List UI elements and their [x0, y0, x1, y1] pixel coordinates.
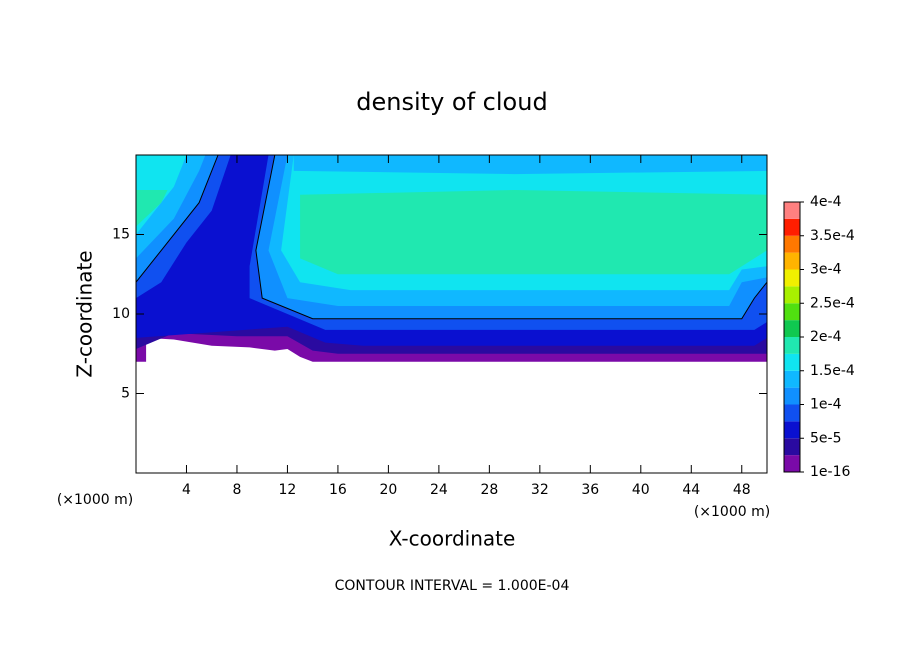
- x-tick-label: 8: [232, 482, 241, 498]
- colorbar-band: [784, 421, 800, 439]
- contour-note: CONTOUR INTERVAL = 1.000E-04: [335, 578, 570, 594]
- colorbar-tick-label: 3e-4: [810, 262, 842, 278]
- x-tick-label: 32: [531, 482, 549, 498]
- contour-region: [136, 189, 168, 227]
- x-tick-label: 12: [279, 482, 297, 498]
- y-unit-label: (×1000 m): [57, 492, 133, 508]
- y-tick-label: 10: [112, 306, 130, 322]
- x-tick-label: 24: [430, 482, 448, 498]
- colorbar-tick-label: 3.5e-4: [810, 228, 855, 244]
- x-tick-label: 28: [480, 482, 498, 498]
- colorbar-band: [784, 218, 800, 236]
- y-tick-label: 5: [121, 386, 130, 402]
- colorbar-band: [784, 269, 800, 287]
- colorbar-band: [784, 353, 800, 371]
- colorbar-tick-label: 2.5e-4: [810, 295, 855, 311]
- x-tick-label: 44: [682, 482, 700, 498]
- colorbar-band: [784, 235, 800, 253]
- colorbar-band: [784, 438, 800, 456]
- colorbar-tick-label: 1e-4: [810, 397, 842, 413]
- colorbar-band: [784, 337, 800, 354]
- contour-region: [293, 155, 767, 175]
- x-tick-label: 40: [632, 482, 650, 498]
- chart-title: density of cloud: [356, 88, 547, 116]
- colorbar-tick-label: 4e-4: [810, 194, 842, 210]
- x-tick-label: 36: [581, 482, 599, 498]
- colorbar-band: [784, 286, 800, 304]
- colorbar-band: [784, 387, 800, 405]
- colorbar-tick-label: 2e-4: [810, 329, 842, 345]
- x-tick-label: 20: [379, 482, 397, 498]
- colorbar-tick-label: 1e-16: [810, 464, 850, 480]
- colorbar-band: [784, 303, 800, 321]
- colorbar-tick-label: 1.5e-4: [810, 363, 855, 379]
- colorbar-band: [784, 370, 800, 388]
- y-tick-label: 15: [112, 227, 130, 243]
- colorbar-band: [784, 404, 800, 422]
- x-tick-label: 16: [329, 482, 347, 498]
- x-axis-label: X-coordinate: [389, 527, 516, 551]
- colorbar-band: [784, 320, 800, 337]
- x-unit-label: (×1000 m): [694, 504, 770, 520]
- colorbar-band: [784, 202, 800, 219]
- x-tick-label: 48: [733, 482, 751, 498]
- colorbar-band: [784, 252, 800, 270]
- colorbar-tick-label: 5e-5: [810, 430, 841, 446]
- x-tick-label: 4: [182, 482, 191, 498]
- contour-region: [300, 189, 767, 275]
- y-axis-label: Z-coordinate: [73, 250, 97, 377]
- colorbar-band: [784, 455, 800, 472]
